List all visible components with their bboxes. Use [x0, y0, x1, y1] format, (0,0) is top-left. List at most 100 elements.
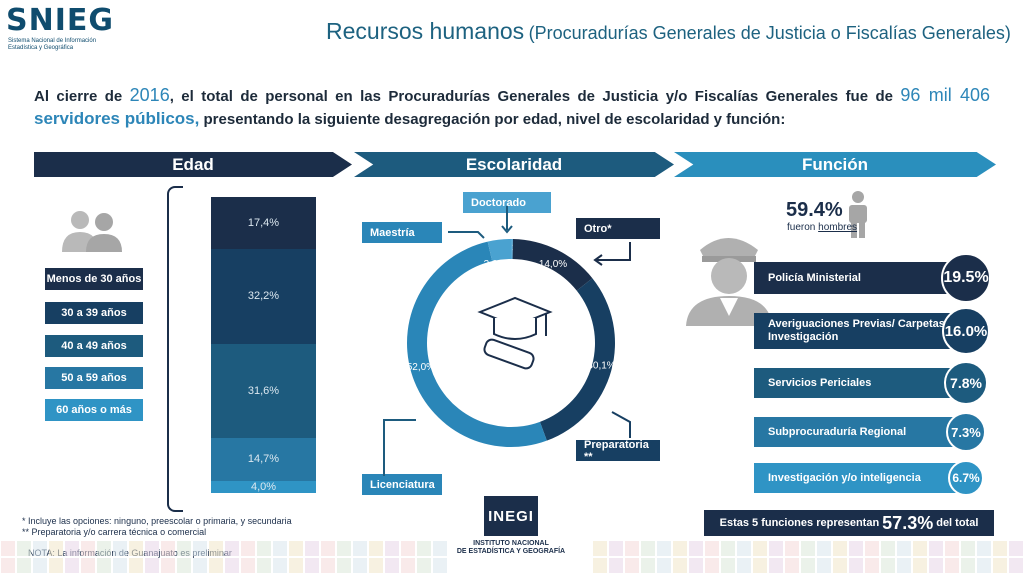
age-category-3: 50 a 59 años [45, 367, 143, 389]
funcion-bar-0: Policía Ministerial [754, 262, 970, 294]
people-icon [62, 211, 122, 252]
deco-square [993, 558, 1007, 573]
deco-square [769, 541, 783, 556]
deco-square [289, 541, 303, 556]
deco-square [785, 541, 799, 556]
donut-slice-2 [539, 278, 615, 441]
donut-label-4: 3,6% [484, 259, 507, 270]
deco-square [1, 541, 15, 556]
section-edad: Edad [34, 152, 352, 177]
officer-icon [686, 238, 772, 326]
donut-label-1: 14,0% [539, 259, 567, 270]
snieg-logo: SNIEG [6, 3, 114, 38]
deco-square [353, 541, 367, 556]
deco-square [33, 541, 47, 556]
escolaridad-donut: 0,3%14,0%30,1%52,0%3,6% [407, 239, 616, 447]
deco-square [113, 541, 127, 556]
deco-square [65, 558, 79, 573]
inegi-line1: INSTITUTO NACIONAL [473, 540, 549, 547]
deco-square [721, 558, 735, 573]
deco-square [241, 541, 255, 556]
male-label: fueron hombres [787, 222, 857, 233]
footnote-2: ** Preparatoria y/o carrera técnica o co… [22, 527, 207, 537]
deco-square [129, 541, 143, 556]
deco-square [257, 558, 271, 573]
age-segment-4: 4,0% [211, 481, 316, 493]
deco-square [177, 558, 191, 573]
deco-square [337, 558, 351, 573]
intro-part4: presentando la siguiente desagregación p… [199, 111, 786, 128]
deco-square [257, 541, 271, 556]
donut-slice-0 [511, 239, 513, 260]
title-sub: (Procuradurías Generales de Justicia o F… [528, 23, 1011, 43]
deco-square [81, 541, 95, 556]
intro-part2: , el total de personal en las Procuradur… [169, 88, 901, 105]
intro-total: 96 mil 406 [900, 85, 990, 105]
snieg-logo-subtitle: Sistema Nacional de Información Estadíst… [8, 38, 118, 52]
deco-square [817, 541, 831, 556]
deco-square [1009, 558, 1023, 573]
deco-square [305, 541, 319, 556]
deco-square [161, 541, 175, 556]
deco-square [593, 558, 607, 573]
deco-square [625, 541, 639, 556]
funcion-value-1: 16.0% [942, 307, 990, 355]
label-doctorado: Doctorado [463, 192, 551, 213]
deco-square [625, 558, 639, 573]
deco-square [289, 558, 303, 573]
age-category-4: 60 años o más [45, 399, 143, 421]
deco-square [273, 541, 287, 556]
label-licenciatura: Licenciatura [362, 474, 442, 495]
age-segment-1: 32,2% [211, 248, 316, 344]
deco-square [193, 541, 207, 556]
deco-square [657, 541, 671, 556]
inegi-logo-text: INSTITUTO NACIONAL DE ESTADÍSTICA Y GEOG… [446, 540, 576, 556]
inegi-logo-mark: INEGI [484, 496, 538, 536]
deco-square [97, 558, 111, 573]
deco-square [225, 541, 239, 556]
deco-square [273, 558, 287, 573]
deco-square [609, 558, 623, 573]
deco-square [945, 541, 959, 556]
deco-square [849, 558, 863, 573]
deco-square [961, 541, 975, 556]
man-icon [849, 191, 867, 238]
page-title: Recursos humanos (Procuradurías Generale… [326, 18, 1011, 45]
deco-square [641, 541, 655, 556]
deco-square [849, 541, 863, 556]
deco-square [385, 541, 399, 556]
deco-square [673, 541, 687, 556]
deco-square [769, 558, 783, 573]
funcion-value-2: 7.8% [944, 361, 988, 405]
deco-square [977, 558, 991, 573]
deco-square [17, 541, 31, 556]
deco-square [913, 541, 927, 556]
deco-square [161, 558, 175, 573]
deco-square [833, 558, 847, 573]
age-segment-0: 17,4% [211, 197, 316, 249]
deco-square [929, 558, 943, 573]
deco-square [657, 558, 671, 573]
logo-sub-line1: Sistema Nacional de Información [8, 38, 97, 44]
deco-square [929, 541, 943, 556]
section-funcion: Función [674, 152, 996, 177]
deco-square [145, 558, 159, 573]
deco-square [209, 541, 223, 556]
age-category-0: Menos de 30 años [45, 268, 143, 290]
deco-square [609, 541, 623, 556]
deco-square [337, 541, 351, 556]
title-main: Recursos humanos [326, 18, 525, 44]
intro-year: 2016 [129, 85, 170, 105]
summary-text2: del total [936, 517, 979, 529]
deco-square [993, 541, 1007, 556]
age-bracket [167, 186, 183, 512]
footnote-1: * Incluye las opciones: ninguno, preesco… [22, 516, 292, 526]
deco-square [705, 541, 719, 556]
deco-square [49, 558, 63, 573]
deco-square [881, 558, 895, 573]
age-segment-3: 14,7% [211, 437, 316, 482]
deco-square [897, 558, 911, 573]
funcion-bar-3: Subprocuraduría Regional [754, 417, 970, 447]
intro-part1: Al cierre de [34, 88, 130, 105]
inegi-logo: INEGI INSTITUTO NACIONAL DE ESTADÍSTICA … [446, 496, 576, 560]
